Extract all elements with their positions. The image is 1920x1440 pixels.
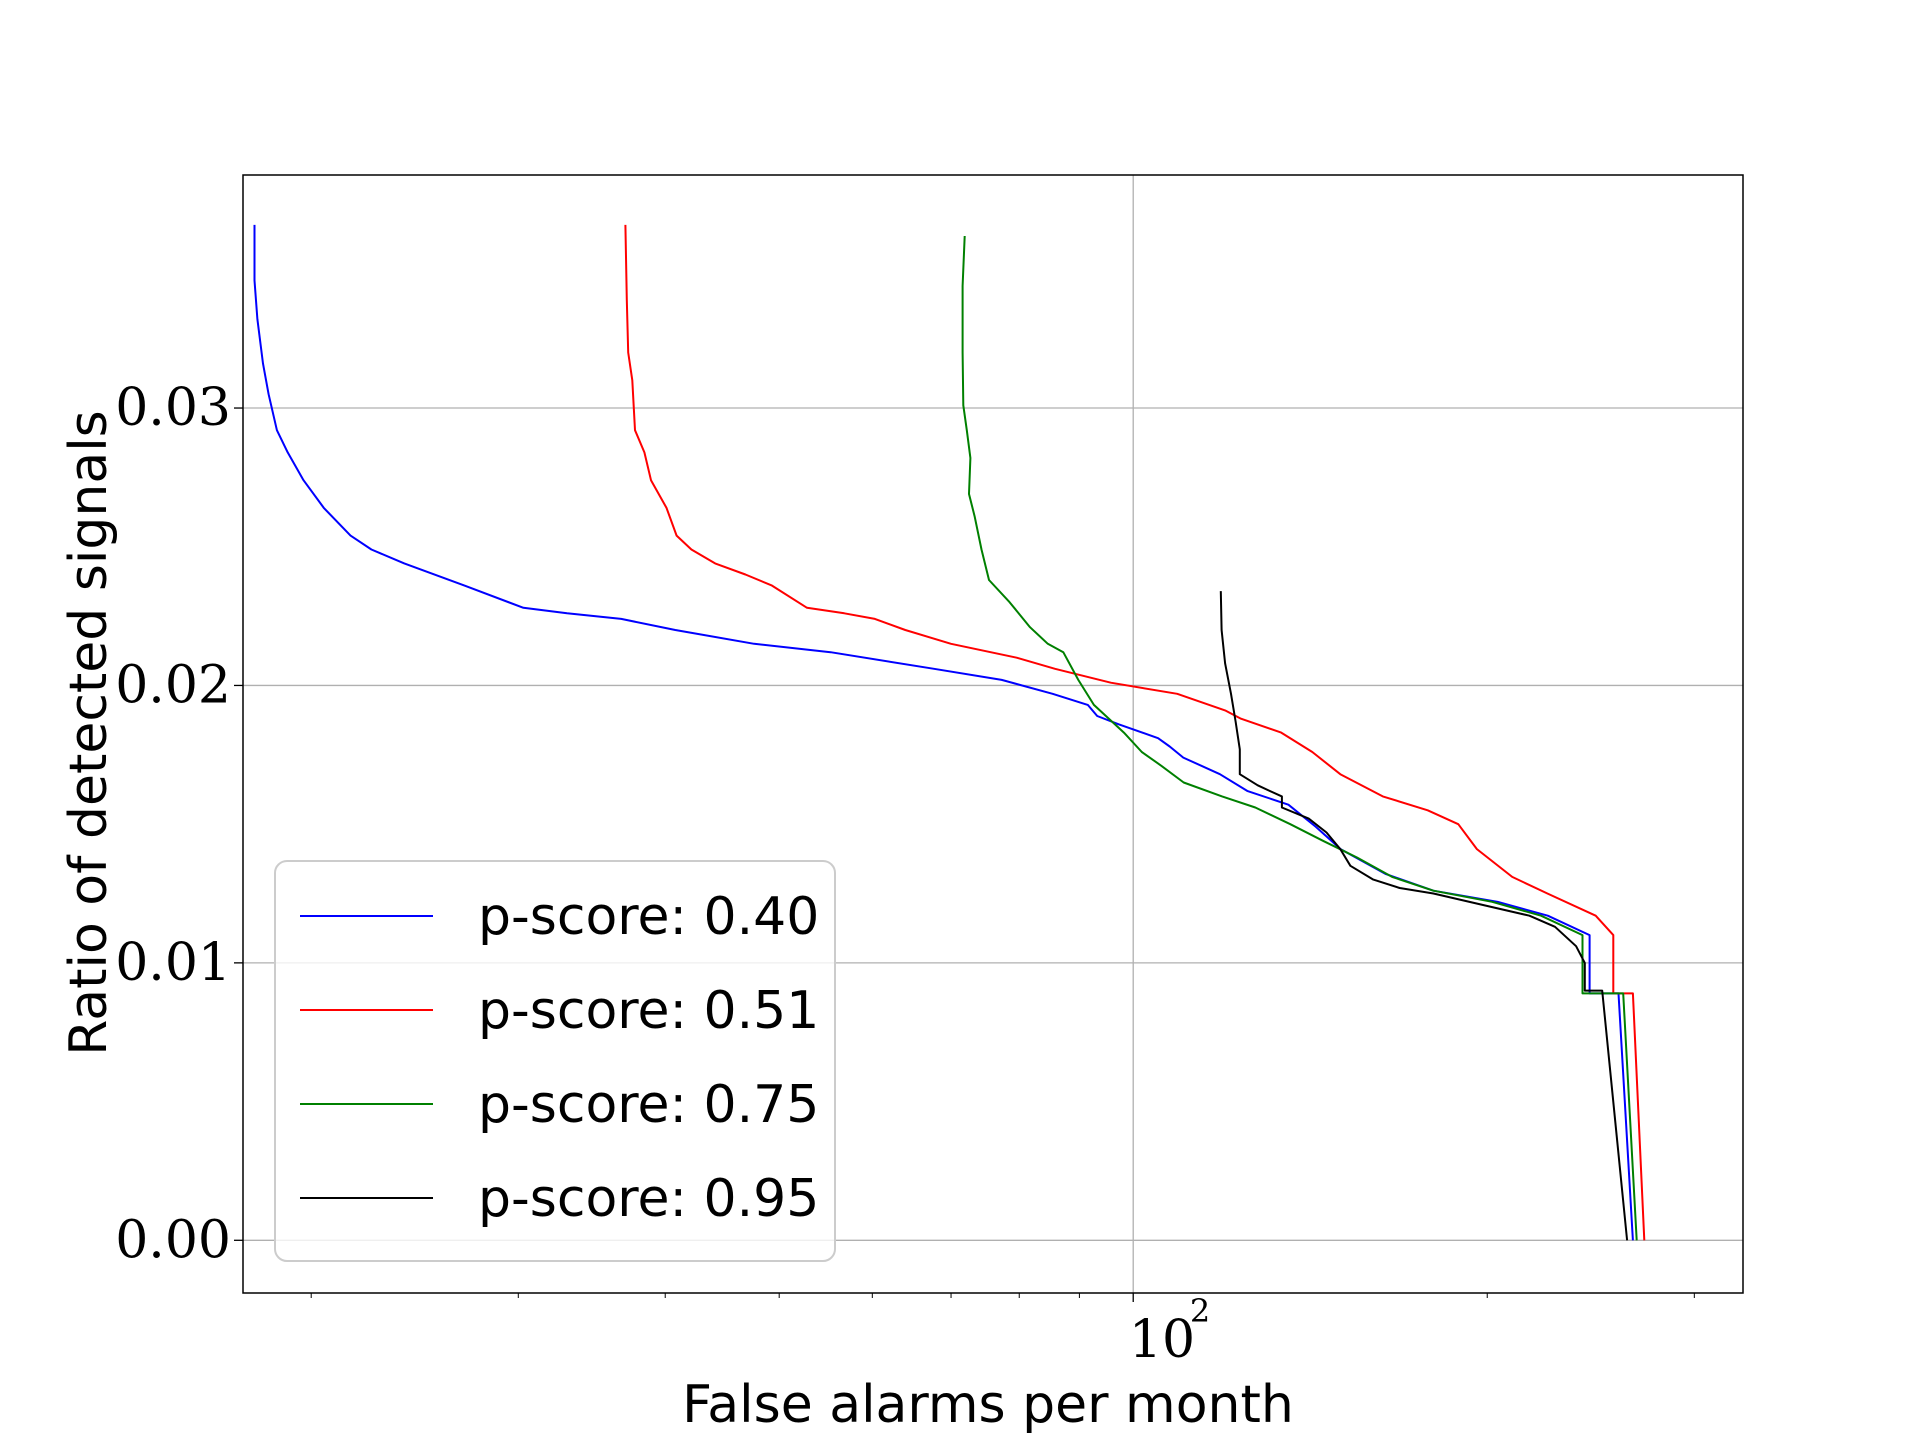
major-ticks <box>234 407 1134 1302</box>
legend-label-3: p-score: 0.75 <box>478 1075 819 1135</box>
x-tick-label-exponent: 2 <box>1190 1292 1210 1330</box>
legend-box <box>274 860 836 1262</box>
series-line-3 <box>961 235 1638 1241</box>
plot-frame <box>242 174 1744 1294</box>
y-axis-label: Ratio of detected signals <box>59 410 119 1055</box>
series-lines <box>253 224 1646 1241</box>
x-axis-label: False alarms per month <box>682 1375 1294 1435</box>
x-minor-ticks <box>310 1293 1695 1298</box>
y-tick-label: 0.01 <box>115 933 231 993</box>
legend: p-score: 0.40 p-score: 0.51 p-score: 0.75 p… <box>274 860 836 1262</box>
y-tick-label: 0.03 <box>115 378 231 438</box>
series-line-4 <box>1219 591 1629 1241</box>
legend-entries: p-score: 0.40 p-score: 0.51 p-score: 0.75 p… <box>300 887 819 1229</box>
y-tick-label: 0.00 <box>115 1210 231 1270</box>
legend-label-2: p-score: 0.51 <box>478 981 819 1041</box>
y-tick-labels: 0.00 0.01 0.02 0.03 <box>115 378 231 1270</box>
x-tick-label-base: 10 <box>1129 1310 1195 1370</box>
series-line-2 <box>624 224 1646 1241</box>
y-tick-label: 0.02 <box>115 655 231 715</box>
legend-label-1: p-score: 0.40 <box>478 887 819 947</box>
legend-label-4: p-score: 0.95 <box>478 1169 819 1229</box>
